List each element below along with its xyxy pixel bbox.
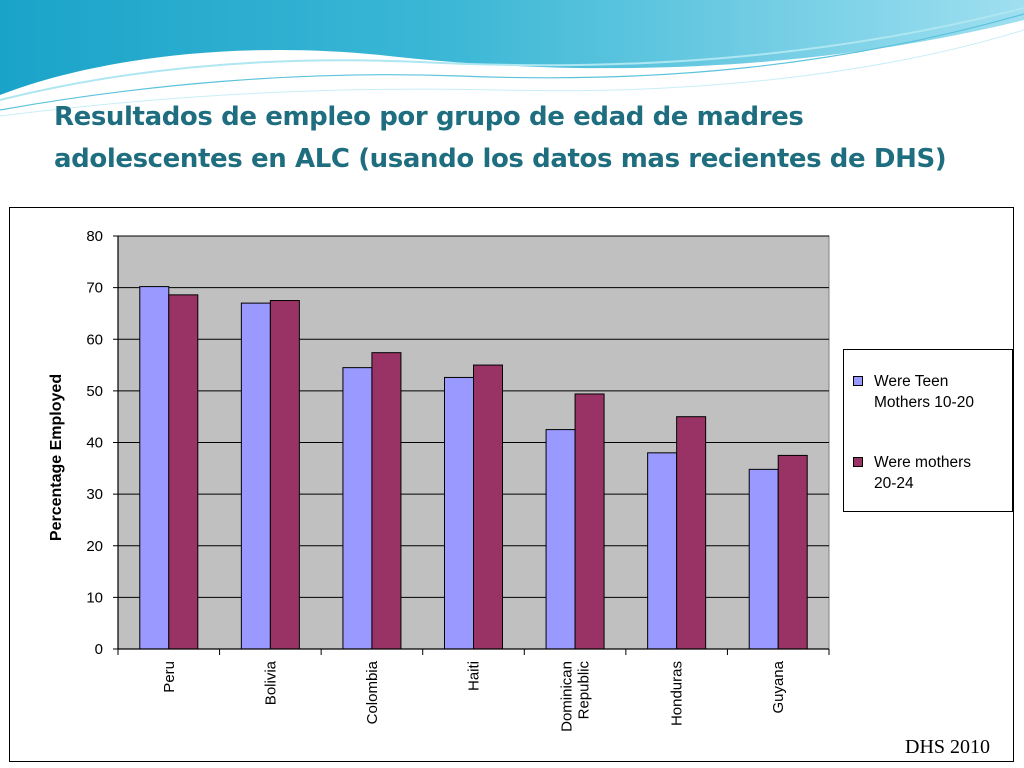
x-tick-label: Guyana xyxy=(770,660,787,713)
y-tick-label: 30 xyxy=(86,486,103,503)
bar xyxy=(168,294,199,650)
x-tick-label: Haiti xyxy=(466,661,483,691)
bar xyxy=(676,416,707,650)
y-tick-label: 0 xyxy=(95,641,103,658)
bar xyxy=(473,364,503,650)
legend-label-line: Were Teen xyxy=(874,373,949,390)
bar xyxy=(342,367,373,650)
bar xyxy=(748,468,779,650)
bar xyxy=(647,452,678,650)
y-tick-label: 50 xyxy=(86,383,103,400)
y-tick-label: 70 xyxy=(86,280,103,297)
bar xyxy=(269,300,300,650)
bar xyxy=(139,286,170,650)
y-tick-label: 20 xyxy=(86,538,103,555)
y-axis-title: Percentage Employed xyxy=(48,374,65,541)
slide-title: Resultados de empleo por grupo de edad d… xyxy=(54,102,947,174)
legend-swatch-teen-mothers xyxy=(853,376,863,386)
bar xyxy=(444,376,474,650)
bar xyxy=(777,454,808,650)
legend-swatch-mothers-20-24 xyxy=(853,457,863,467)
legend-label-line: Were mothers xyxy=(874,454,972,471)
bar xyxy=(574,393,605,650)
header-wave-banner xyxy=(0,0,1024,117)
x-tick-label: Honduras xyxy=(669,661,686,726)
y-tick-label: 80 xyxy=(86,228,103,245)
x-tick-label: Bolivia xyxy=(262,660,279,705)
legend-label-mothers-20-24: Were mothers 20-24 xyxy=(874,452,1014,494)
legend-label-teen-mothers: Were Teen Mothers 10-20 xyxy=(874,371,1014,413)
chart-legend: Were Teen Mothers 10-20 Were mothers 20-… xyxy=(843,349,1013,512)
bar xyxy=(545,429,576,650)
legend-label-line: 20-24 xyxy=(874,475,914,492)
y-tick-label: 10 xyxy=(86,589,103,606)
x-tick-label: DominicanRepublic xyxy=(559,661,593,732)
bar xyxy=(371,352,402,650)
legend-label-line: Mothers 10-20 xyxy=(874,394,974,411)
y-tick-label: 40 xyxy=(86,435,103,452)
x-tick-label: Colombia xyxy=(364,660,381,724)
y-tick-label: 60 xyxy=(86,331,103,348)
bar xyxy=(240,302,271,650)
source-note: DHS 2010 xyxy=(905,736,991,758)
x-tick-label: Peru xyxy=(161,661,178,693)
